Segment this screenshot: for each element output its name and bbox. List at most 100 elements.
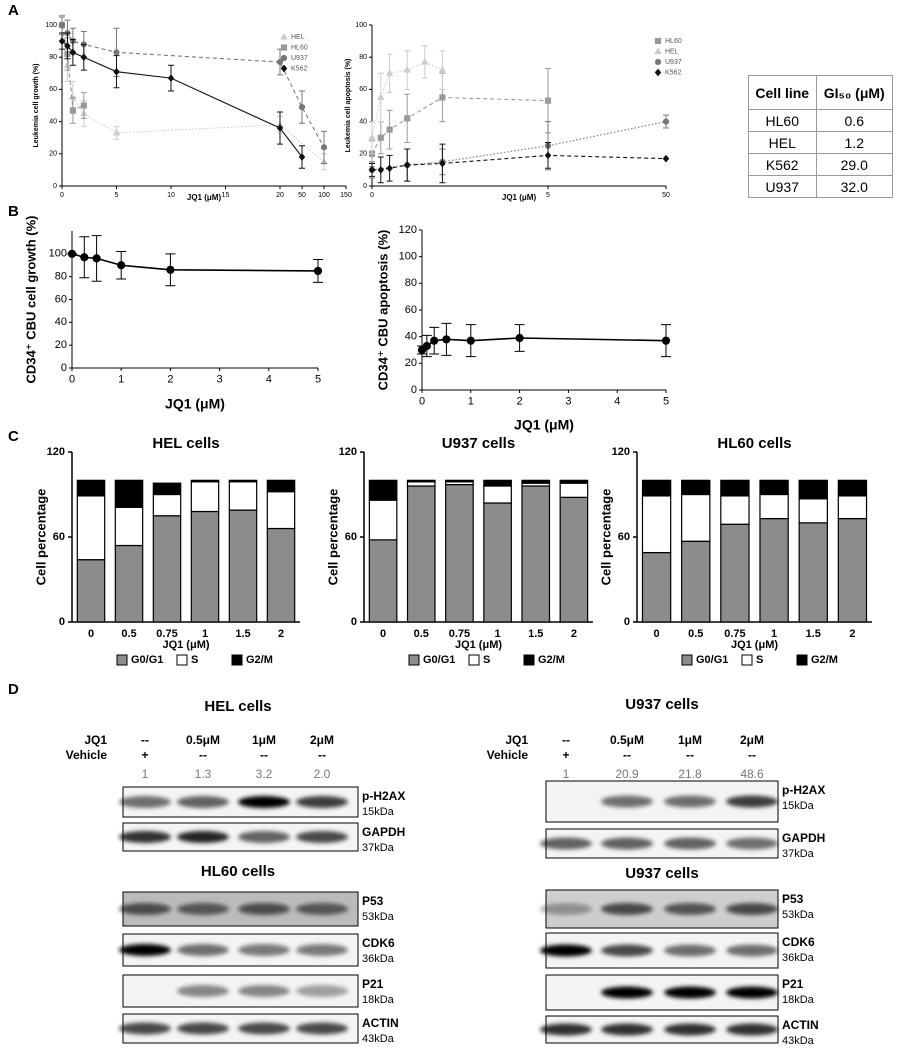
- point: [403, 161, 411, 169]
- x-tick-label: 0: [380, 628, 386, 640]
- row-label: JQ1: [84, 733, 107, 747]
- y-tick-label: 40: [49, 118, 57, 125]
- protein-size: 18kDa: [782, 994, 815, 1006]
- blot-band: [119, 944, 171, 956]
- legend-label: G2/M: [811, 654, 838, 666]
- bar-segment: [559, 482, 589, 498]
- series-line: [372, 154, 667, 171]
- bar-segment: [114, 544, 144, 623]
- y-tick-label: 0: [363, 183, 367, 190]
- lane-label: --: [141, 733, 149, 747]
- legend-label: HL60: [665, 38, 682, 45]
- x-tick-label: 1.5: [806, 628, 821, 640]
- point: [386, 164, 393, 173]
- point: [377, 134, 384, 141]
- bar-segment: [152, 482, 182, 496]
- blot-band: [238, 985, 290, 997]
- x-tick-label: 0.75: [156, 628, 177, 640]
- legend-label: HEL: [665, 48, 679, 55]
- protein-name: P21: [782, 977, 804, 991]
- blot-band: [726, 837, 778, 850]
- y-tick-label: 20: [405, 357, 417, 369]
- lane-label: 0.5μM: [610, 733, 644, 747]
- cell: K562: [748, 153, 817, 176]
- x-axis-label: JQ1 (μM): [162, 639, 209, 651]
- lane-label: 1μM: [678, 733, 702, 747]
- bar-segment: [445, 479, 474, 483]
- panel-label: A: [8, 2, 19, 19]
- point: [442, 335, 451, 344]
- y-tick-label: 40: [359, 118, 367, 125]
- table-row: HL60 0.6: [748, 109, 893, 132]
- cell: 1.2: [815, 131, 893, 154]
- bar-segment: [759, 493, 789, 520]
- quantification: 1.3: [195, 767, 212, 781]
- series: [368, 142, 670, 184]
- legend-swatch: [681, 654, 693, 666]
- series: [417, 322, 671, 358]
- point: [439, 94, 446, 101]
- legend-marker: [654, 68, 662, 77]
- legend-label: G2/M: [538, 654, 565, 666]
- lane-label: +: [141, 748, 148, 762]
- y-tick-label: 60: [55, 293, 67, 305]
- blot-title: HEL cells: [204, 698, 271, 715]
- point: [662, 154, 670, 163]
- y-tick-label: 0: [61, 362, 67, 374]
- protein-name: p-H2AX: [362, 789, 405, 803]
- y-tick-label: 60: [53, 531, 65, 543]
- x-tick-label: 5: [663, 396, 669, 408]
- cell: 32.0: [815, 175, 893, 198]
- bar-segment: [837, 495, 868, 520]
- bar-segment: [837, 517, 868, 623]
- row-label: Vehicle: [487, 748, 529, 762]
- x-axis-label: JQ1 (μM): [165, 396, 225, 412]
- y-axis-label: Cell percentage: [33, 489, 48, 586]
- series-line: [61, 40, 303, 158]
- point: [386, 126, 393, 133]
- point: [80, 53, 88, 62]
- blot-band: [296, 903, 348, 915]
- cell: U937: [748, 175, 817, 198]
- x-tick-label: 1: [771, 628, 777, 640]
- x-tick-label: 1: [118, 374, 124, 386]
- blot-band: [177, 944, 229, 956]
- bar-segment: [368, 479, 398, 501]
- blot-band: [540, 944, 592, 957]
- cell: HL60: [748, 109, 817, 132]
- protein-name: ACTIN: [782, 1018, 819, 1032]
- header-cell: GI₅₀ (μM): [815, 75, 893, 110]
- point: [112, 128, 121, 136]
- point: [117, 261, 126, 270]
- bar-segment: [190, 481, 220, 513]
- legend-label: S: [756, 654, 763, 666]
- lane-label: --: [562, 733, 570, 747]
- y-axis-label: Cell percentage: [325, 489, 340, 586]
- protein-name: GAPDH: [362, 825, 405, 839]
- protein-size: 43kDa: [782, 1035, 815, 1047]
- protein-name: P21: [362, 977, 384, 991]
- x-tick-label: 0: [60, 192, 64, 199]
- lane-label: 2μM: [740, 733, 764, 747]
- bar-segment: [759, 517, 789, 623]
- table-row: K562 29.0: [748, 153, 893, 176]
- blot-band: [726, 903, 778, 915]
- x-tick-label: 4: [266, 374, 272, 386]
- y-tick-label: 0: [624, 616, 630, 628]
- y-tick-label: 100: [399, 251, 417, 263]
- legend-marker: [654, 47, 662, 55]
- series-line: [61, 24, 85, 112]
- point: [167, 74, 175, 83]
- legend-label: HEL: [291, 34, 305, 41]
- x-axis-label: JQ1 (μM): [455, 639, 502, 651]
- x-tick-label: 0.5: [121, 628, 136, 640]
- legend-swatch: [116, 654, 128, 666]
- legend-label: G0/G1: [423, 654, 455, 666]
- legend-swatch: [523, 654, 535, 666]
- bar-segment: [406, 481, 436, 487]
- x-tick-label: 100: [318, 192, 330, 199]
- bar-segment: [641, 479, 672, 497]
- series: [58, 16, 328, 171]
- point: [403, 65, 411, 73]
